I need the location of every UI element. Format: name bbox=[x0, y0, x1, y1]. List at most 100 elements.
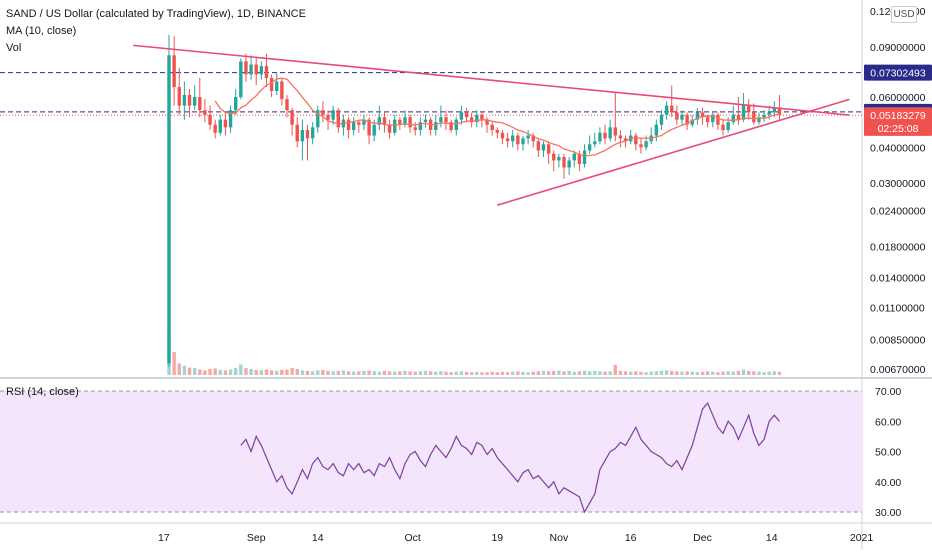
volume-bar bbox=[705, 371, 710, 375]
volume-bar bbox=[700, 371, 705, 375]
volume-bar bbox=[382, 370, 387, 375]
candle-body bbox=[439, 117, 443, 123]
volume-bar bbox=[341, 370, 346, 375]
time-tick-label: 14 bbox=[312, 532, 324, 544]
price-tag bbox=[864, 107, 932, 124]
candle-body bbox=[336, 110, 340, 128]
trendlines bbox=[133, 44, 850, 206]
candle-body bbox=[480, 114, 484, 120]
volume-bar bbox=[367, 370, 371, 375]
volume-bar bbox=[459, 371, 464, 375]
volume-bar bbox=[582, 370, 587, 375]
volume-bar bbox=[618, 370, 623, 375]
rsi-line bbox=[240, 401, 780, 514]
volume-bar bbox=[562, 371, 566, 375]
volume-bar bbox=[469, 372, 474, 375]
support-trendline bbox=[497, 98, 850, 206]
candle-body bbox=[218, 119, 222, 133]
price-tag bbox=[864, 64, 932, 81]
candle-body bbox=[351, 122, 356, 131]
candle-body bbox=[398, 119, 402, 125]
candle-body bbox=[639, 144, 643, 148]
candle-body bbox=[290, 110, 294, 125]
price-pane[interactable] bbox=[0, 0, 862, 376]
candle-body bbox=[310, 127, 315, 139]
time-tick-label: Oct bbox=[405, 532, 421, 544]
volume-bar bbox=[439, 371, 443, 375]
rsi-legend[interactable]: RSI (14, close) bbox=[6, 386, 79, 398]
volume-bar bbox=[275, 370, 279, 375]
volume-bar bbox=[541, 370, 546, 375]
candle-body bbox=[670, 105, 674, 113]
ma-legend[interactable]: MA (10, close) bbox=[6, 25, 77, 37]
candle-body bbox=[208, 114, 212, 125]
volume-bar bbox=[629, 371, 633, 375]
volume-bar bbox=[428, 371, 433, 375]
candle-body bbox=[721, 124, 725, 131]
volume-legend[interactable]: Vol bbox=[6, 42, 22, 54]
candle-body bbox=[746, 105, 751, 113]
candle-body bbox=[726, 122, 730, 131]
candle-body bbox=[285, 99, 289, 111]
resistance-trendline bbox=[133, 44, 850, 116]
candle-body bbox=[382, 117, 387, 125]
volume-bar bbox=[659, 370, 664, 375]
volume-bar bbox=[767, 371, 771, 375]
volume-bar bbox=[264, 369, 269, 375]
volume-bar bbox=[521, 371, 525, 375]
candle-body bbox=[741, 105, 746, 120]
price-tag-label: 0.07302493 bbox=[870, 68, 926, 80]
volume-bar bbox=[716, 372, 720, 375]
candle-body bbox=[546, 144, 551, 154]
volume-bar bbox=[249, 368, 253, 375]
volume-bar bbox=[608, 371, 612, 375]
candle-body bbox=[254, 64, 258, 75]
candle-body bbox=[772, 107, 777, 113]
volume-bar bbox=[505, 372, 510, 375]
volume-bar bbox=[644, 372, 648, 375]
currency-badge[interactable]: USD bbox=[891, 6, 917, 23]
volume-bar bbox=[213, 368, 217, 375]
candle-body bbox=[500, 132, 505, 139]
volume-bar bbox=[192, 368, 197, 375]
volume-bar bbox=[777, 371, 782, 375]
volume-bar bbox=[598, 371, 602, 375]
volume-bar bbox=[721, 371, 725, 375]
candle-body bbox=[521, 138, 525, 145]
candle-body bbox=[505, 138, 510, 142]
volume-bar bbox=[685, 371, 689, 375]
candle-body bbox=[613, 127, 618, 136]
candle-body bbox=[536, 141, 541, 151]
candle-body bbox=[531, 135, 535, 142]
candle-body bbox=[444, 117, 448, 123]
volume-bar bbox=[670, 370, 674, 375]
candle-body bbox=[716, 114, 720, 125]
candle-body bbox=[654, 124, 659, 136]
volume-bar bbox=[408, 371, 412, 375]
candle-body bbox=[331, 110, 335, 120]
price-tick-label: 0.01400000 bbox=[870, 273, 926, 285]
volume-bar bbox=[511, 371, 515, 375]
volume-bar bbox=[362, 370, 366, 375]
volume-bar bbox=[351, 371, 356, 375]
volume-bar bbox=[377, 371, 382, 375]
candle-body bbox=[634, 135, 638, 145]
candle-body bbox=[449, 122, 453, 131]
volume-bar bbox=[413, 371, 417, 375]
volume-bar bbox=[280, 369, 284, 375]
candle-body bbox=[177, 87, 181, 106]
candle-body bbox=[567, 160, 571, 168]
volume-bar bbox=[649, 371, 653, 375]
candle-body bbox=[187, 94, 192, 106]
candle-body bbox=[418, 122, 423, 131]
volume-bar bbox=[387, 371, 392, 375]
moving-average bbox=[214, 77, 780, 157]
volume-bar bbox=[690, 371, 694, 375]
candle-body bbox=[377, 117, 382, 125]
axes: 0.120000000.090000000.060000000.04000000… bbox=[158, 6, 932, 544]
volume-bar bbox=[587, 371, 592, 375]
volume-bar bbox=[434, 371, 438, 375]
candle-body bbox=[485, 119, 489, 125]
candle-body bbox=[280, 81, 284, 100]
